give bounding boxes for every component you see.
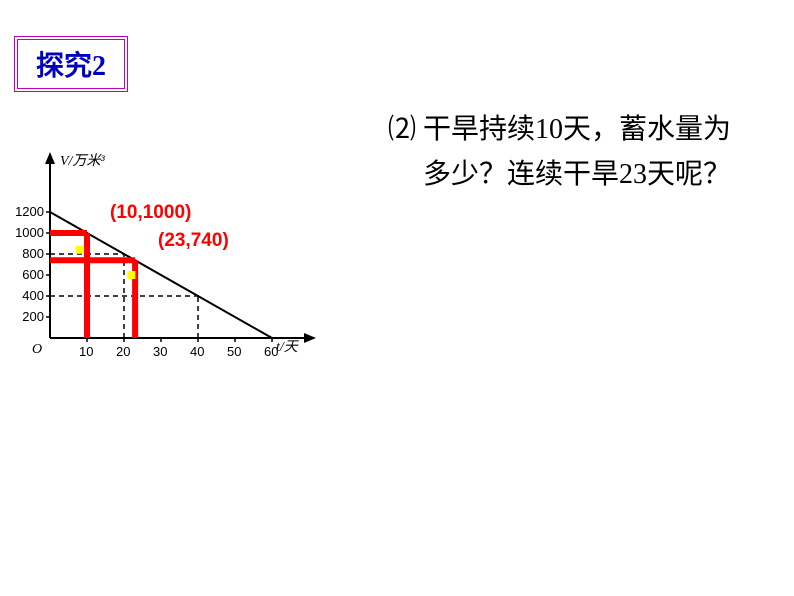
x-tick: 40 — [190, 344, 204, 359]
x-tick: 30 — [153, 344, 167, 359]
question-number: ⑵ — [388, 108, 416, 153]
badge-text: 探究2 — [36, 51, 106, 82]
y-tick: 200 — [22, 309, 44, 324]
x-tick: 20 — [116, 344, 130, 359]
y-tick: 1200 — [15, 204, 44, 219]
question-text: 干旱持续10天，蓄水量为多少？连续干旱23天呢？ — [423, 108, 753, 198]
question-block: ⑵ 干旱持续10天，蓄水量为多少？连续干旱23天呢？ — [388, 108, 768, 198]
x-tick: 60 — [264, 344, 278, 359]
y-tick: 600 — [22, 267, 44, 282]
red-point-label-2: (23,740) — [158, 230, 229, 252]
x-axis-label: t/天 — [276, 336, 298, 356]
y-tick: 1000 — [15, 225, 44, 240]
red-point-label-1: (10,1000) — [110, 202, 191, 224]
chart: V/万米³ t/天 O (10,1000) (23,740) 200 400 600… — [10, 150, 330, 390]
y-tick: 400 — [22, 288, 44, 303]
x-tick: 50 — [227, 344, 241, 359]
x-tick: 10 — [79, 344, 93, 359]
origin-label: O — [32, 342, 42, 358]
y-axis-label: V/万米³ — [60, 150, 105, 170]
y-tick: 800 — [22, 246, 44, 261]
explore-badge: 探究2 — [14, 36, 128, 92]
